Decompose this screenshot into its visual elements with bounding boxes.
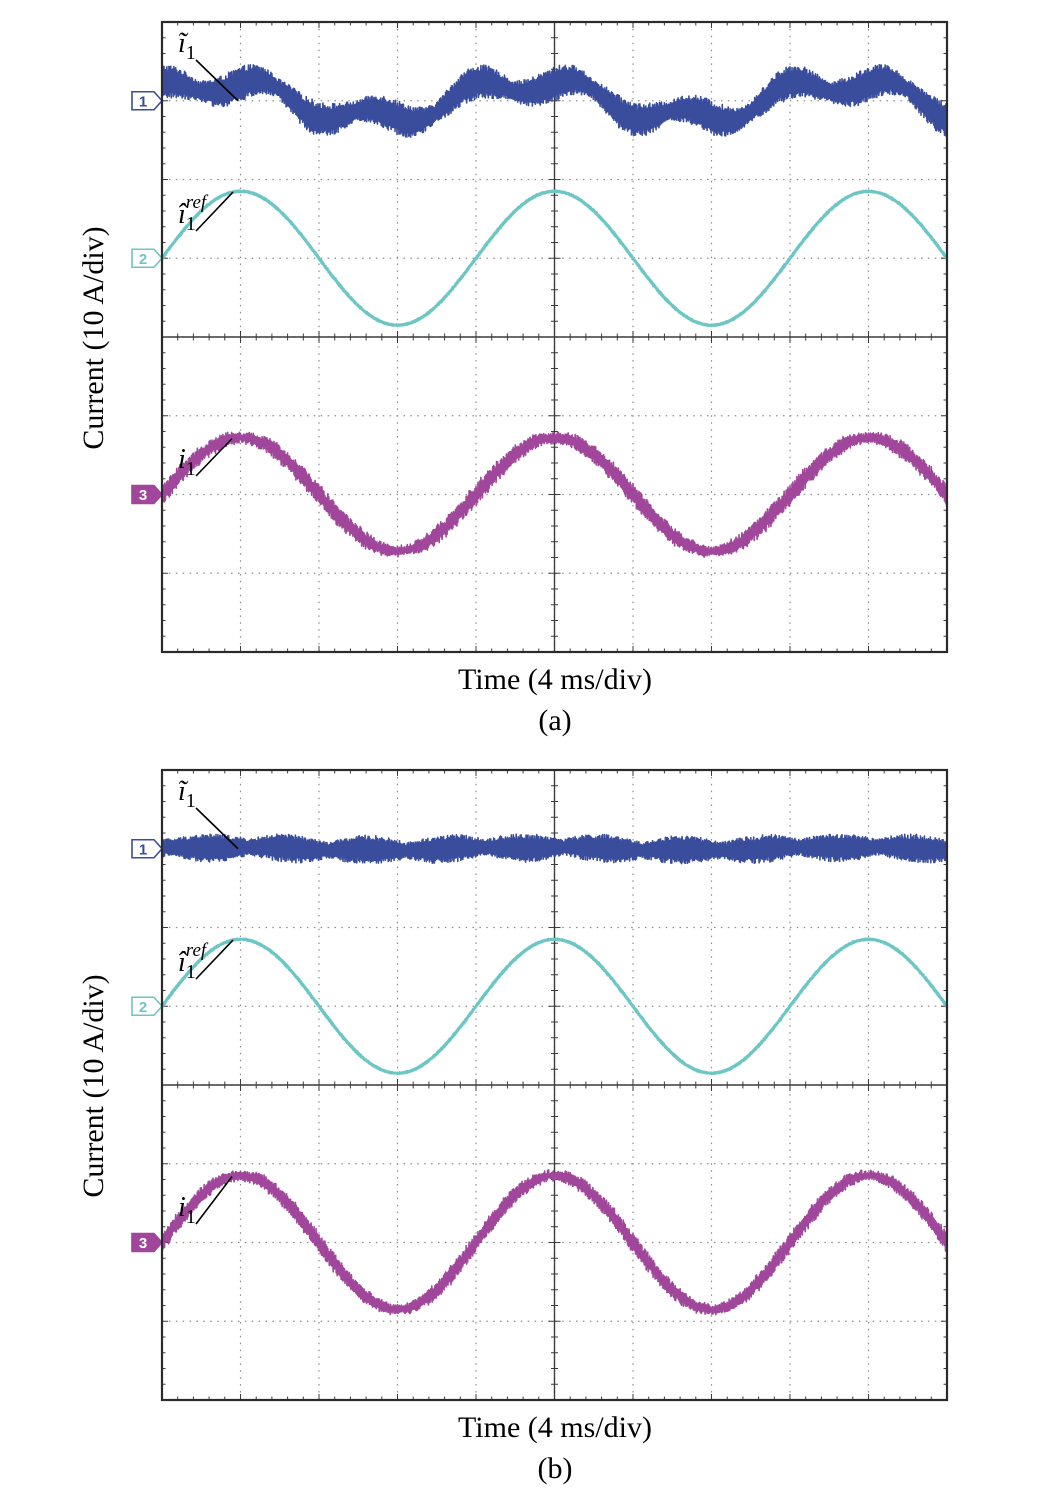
channel-marker-text: 2 (139, 251, 147, 268)
trace-label-leader (195, 191, 234, 232)
trace-label-leader (195, 807, 239, 850)
channel-marker-3: 3 (131, 1232, 164, 1253)
trace-label-text: ĩ1 (178, 776, 196, 812)
channel-marker-text: 1 (139, 93, 147, 110)
channel-marker-1: 1 (131, 838, 164, 859)
channel-marker-text: 3 (139, 487, 147, 504)
channel-marker-text: 1 (139, 841, 147, 858)
scope-chart-a: Current (10 A/div) Time (4 ms/div) (a) 1… (77, 20, 949, 737)
channel-marker-shape (131, 484, 164, 505)
trace-line (161, 833, 948, 865)
trace-label-text: i1 (178, 1192, 196, 1228)
channel-marker-text: 2 (139, 999, 147, 1016)
subplot-label: (b) (538, 1452, 573, 1485)
trace-label-leader (195, 939, 234, 980)
channel-marker-2: 2 (131, 996, 164, 1017)
channel-marker-shape (131, 838, 164, 859)
trace-label-1: ĩ1 (178, 776, 239, 850)
channel-marker-1: 1 (131, 90, 164, 111)
grid (162, 22, 947, 652)
trace-line (161, 1168, 948, 1316)
trace-label-2: î1ref (178, 939, 234, 983)
channel-marker-shape (131, 1232, 164, 1253)
trace-label-text: î1ref (178, 192, 209, 235)
trace-label-text: i1 (178, 444, 196, 480)
trace-3 (161, 431, 948, 559)
channel-marker-shape (131, 996, 164, 1017)
channel-marker-shape (131, 248, 164, 269)
trace-2 (160, 937, 949, 1076)
x-axis-label: Time (4 ms/div) (458, 663, 652, 696)
trace-label-3: i1 (178, 1176, 233, 1228)
y-axis-label: Current (10 A/div) (77, 974, 110, 1197)
panel-b: Current (10 A/div) Time (4 ms/div) (b) 1… (0, 748, 1040, 1495)
trace-label-text: ĩ1 (178, 28, 196, 64)
trace-line (161, 431, 948, 559)
trace-label-2: î1ref (178, 191, 234, 235)
trace-label-3: i1 (178, 438, 233, 480)
trace-1 (161, 833, 948, 865)
trace-line (160, 937, 949, 1076)
trace-label-1: ĩ1 (178, 28, 239, 102)
trace-3 (161, 1168, 948, 1316)
trace-label-leader (195, 59, 239, 102)
trace-label-leader (195, 438, 233, 477)
trace-2 (160, 189, 949, 328)
channel-marker-text: 3 (139, 1235, 147, 1252)
grid (162, 770, 947, 1400)
plot-frame (160, 768, 949, 1402)
trace-line (160, 189, 949, 328)
trace-line (161, 63, 948, 138)
y-axis-label: Current (10 A/div) (77, 226, 110, 449)
subplot-label: (a) (538, 704, 571, 737)
trace-label-text: î1ref (178, 940, 209, 983)
channel-marker-3: 3 (131, 484, 164, 505)
x-axis-label: Time (4 ms/div) (458, 1411, 652, 1444)
panel-a: Current (10 A/div) Time (4 ms/div) (a) 1… (0, 0, 1040, 745)
scope-chart-b: Current (10 A/div) Time (4 ms/div) (b) 1… (77, 768, 949, 1485)
channel-marker-2: 2 (131, 248, 164, 269)
channel-marker-shape (131, 90, 164, 111)
trace-1 (161, 63, 948, 138)
plot-frame (160, 20, 949, 654)
trace-label-leader (195, 1176, 233, 1225)
